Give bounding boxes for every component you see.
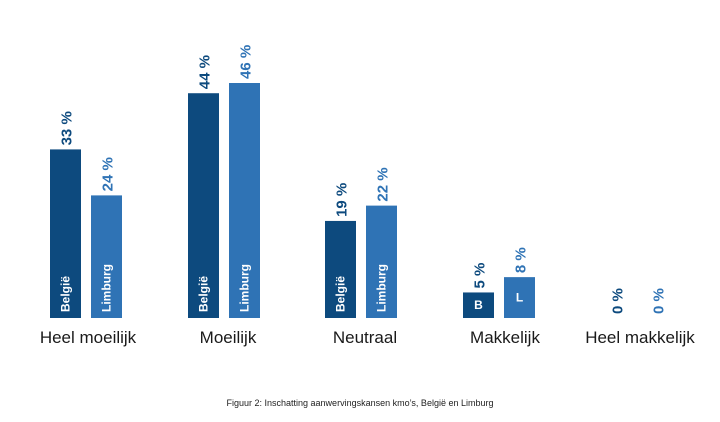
data-label: 0 % — [610, 288, 627, 314]
bar-limburg-3 — [504, 277, 535, 318]
bar-limburg-0 — [91, 195, 122, 318]
bar-limburg-2 — [366, 205, 397, 318]
bar-inner-label: Limburg — [238, 264, 252, 312]
data-label: 19 % — [334, 183, 351, 217]
data-label: 44 % — [197, 55, 214, 89]
bar-belgi-3 — [463, 292, 494, 318]
category-label: Makkelijk — [470, 328, 540, 347]
bar-inner-label: L — [516, 291, 523, 305]
data-label: 8 % — [513, 247, 530, 273]
bar-inner-label: B — [474, 298, 483, 312]
bar-belgi-0 — [50, 149, 81, 318]
bar-inner-label: België — [334, 276, 348, 312]
bar-belgi-2 — [325, 220, 356, 318]
data-label: 22 % — [375, 167, 392, 201]
bar-inner-label: Limburg — [100, 264, 114, 312]
category-label: Moeilijk — [200, 328, 257, 347]
bar-inner-label: Limburg — [375, 264, 389, 312]
category-label: Neutraal — [333, 328, 397, 347]
data-label: 5 % — [472, 263, 489, 289]
data-label: 46 % — [238, 45, 255, 79]
bar-inner-label: België — [59, 276, 73, 312]
figure-caption: Figuur 2: Inschatting aanwervingskansen … — [226, 398, 494, 408]
category-label: Heel makkelijk — [585, 328, 695, 347]
data-label: 24 % — [100, 157, 117, 191]
bar-inner-label: België — [197, 276, 211, 312]
category-label: Heel moeilijk — [40, 328, 137, 347]
data-label: 0 % — [651, 288, 668, 314]
bar-limburg-1 — [229, 83, 260, 318]
data-label: 33 % — [59, 111, 76, 145]
bar-belgi-1 — [188, 93, 219, 318]
